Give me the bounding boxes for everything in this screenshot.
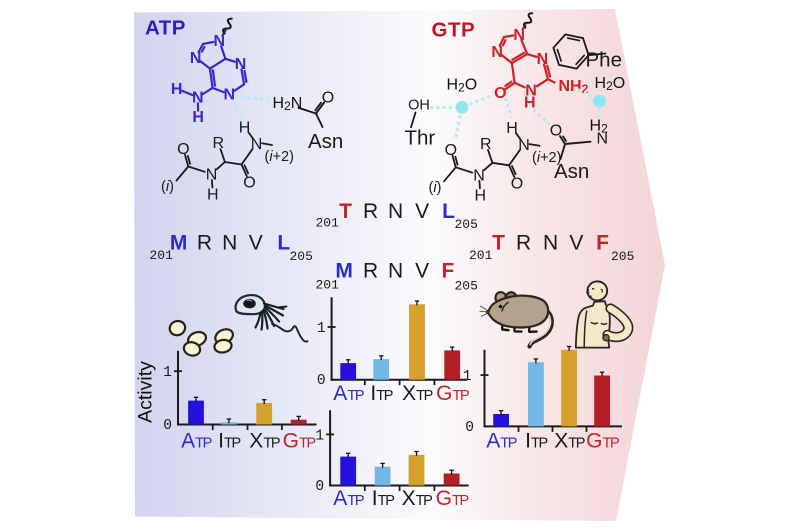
svg-text:201: 201 <box>316 277 340 292</box>
svg-text:205: 205 <box>611 249 634 264</box>
svg-text:N: N <box>214 33 226 50</box>
svg-text:ITP: ITP <box>372 487 394 510</box>
svg-text:O: O <box>177 141 189 158</box>
svg-text:ATP: ATP <box>333 382 364 405</box>
svg-text:GTP: GTP <box>432 19 476 42</box>
svg-text:T: T <box>339 200 352 223</box>
svg-text:N: N <box>251 136 263 153</box>
svg-text:V: V <box>569 232 583 255</box>
svg-text:T: T <box>492 232 505 255</box>
svg-text:XTP: XTP <box>554 430 585 453</box>
svg-text:H: H <box>207 187 219 204</box>
svg-text:R: R <box>480 136 492 153</box>
svg-text:(i+2): (i+2) <box>532 150 561 166</box>
svg-text:N: N <box>388 259 403 282</box>
svg-text:N: N <box>222 232 237 255</box>
svg-text:Asn: Asn <box>308 130 343 153</box>
svg-text:H: H <box>192 109 204 126</box>
svg-text:M: M <box>335 259 353 282</box>
svg-text:ATP: ATP <box>145 17 186 40</box>
svg-text:1: 1 <box>315 428 324 444</box>
svg-text:201: 201 <box>469 248 493 263</box>
svg-text:N: N <box>513 27 525 44</box>
svg-text:ITP: ITP <box>218 430 240 453</box>
svg-text:1: 1 <box>463 369 472 385</box>
svg-text:XTP: XTP <box>402 382 433 405</box>
svg-text:ITP: ITP <box>370 382 392 405</box>
svg-text:201: 201 <box>316 216 340 231</box>
svg-text:N: N <box>543 232 558 255</box>
svg-text:NH2: NH2 <box>559 78 589 96</box>
svg-text:OH: OH <box>408 97 430 113</box>
svg-text:H2: H2 <box>590 118 609 136</box>
svg-text:M: M <box>170 232 188 255</box>
svg-text:V: V <box>249 232 263 255</box>
svg-text:H: H <box>524 95 536 112</box>
svg-text:(i+2): (i+2) <box>265 149 294 165</box>
svg-text:L: L <box>442 200 455 223</box>
svg-text:(i): (i) <box>429 180 442 196</box>
svg-text:Phe: Phe <box>586 49 622 72</box>
svg-text:H: H <box>506 120 518 137</box>
svg-text:(i): (i) <box>161 179 174 195</box>
svg-text:N: N <box>597 131 609 148</box>
svg-text:O: O <box>494 85 506 102</box>
svg-text:XTP: XTP <box>402 487 433 510</box>
svg-text:N: N <box>518 137 530 154</box>
svg-text:0: 0 <box>465 420 474 436</box>
svg-text:201: 201 <box>150 248 174 263</box>
svg-text:ATP: ATP <box>333 487 364 510</box>
svg-text:N: N <box>206 167 218 184</box>
svg-text:N: N <box>388 200 403 223</box>
svg-text:O: O <box>322 89 334 106</box>
svg-text:F: F <box>596 232 609 255</box>
svg-text:0: 0 <box>317 373 326 389</box>
svg-text:H: H <box>171 81 183 98</box>
svg-text:H2O: H2O <box>447 77 478 95</box>
svg-text:F: F <box>441 259 454 282</box>
svg-text:ITP: ITP <box>525 430 547 453</box>
svg-text:O: O <box>445 142 457 159</box>
svg-text:N: N <box>224 87 236 104</box>
svg-text:L: L <box>277 232 290 255</box>
svg-text:N: N <box>192 90 204 107</box>
svg-text:N: N <box>473 167 485 184</box>
svg-text:N: N <box>190 50 202 67</box>
svg-text:0: 0 <box>315 479 324 495</box>
svg-text:0: 0 <box>163 418 172 434</box>
svg-text:ATP: ATP <box>486 430 517 453</box>
svg-text:O: O <box>243 175 255 192</box>
svg-text:Asn: Asn <box>554 160 589 183</box>
svg-text:H: H <box>239 119 251 136</box>
svg-text:N: N <box>235 56 247 73</box>
svg-text:V: V <box>415 200 429 223</box>
svg-text:XTP: XTP <box>249 430 280 453</box>
svg-text:O: O <box>550 122 562 139</box>
svg-text:N: N <box>525 83 537 100</box>
svg-text:O: O <box>511 175 523 192</box>
svg-text:R: R <box>363 200 378 223</box>
svg-text:1: 1 <box>317 321 326 337</box>
svg-text:205: 205 <box>455 217 478 232</box>
svg-text:H2O: H2O <box>595 75 626 93</box>
svg-text:R: R <box>516 232 531 255</box>
svg-text:H: H <box>475 187 487 204</box>
svg-text:N: N <box>491 44 503 61</box>
svg-text:ATP: ATP <box>181 430 212 453</box>
svg-text:GTP: GTP <box>436 382 469 405</box>
svg-text:V: V <box>415 259 429 282</box>
svg-text:R: R <box>213 135 225 152</box>
svg-text:R: R <box>197 232 212 255</box>
svg-text:GTP: GTP <box>436 487 469 510</box>
svg-text:205: 205 <box>455 279 478 294</box>
svg-text:H2N: H2N <box>273 95 303 113</box>
svg-text:GTP: GTP <box>283 430 316 453</box>
svg-text:Thr: Thr <box>405 126 436 149</box>
svg-text:R: R <box>363 259 378 282</box>
svg-text:Activity: Activity <box>135 361 157 423</box>
svg-text:N: N <box>537 51 549 68</box>
svg-text:GTP: GTP <box>586 430 619 453</box>
svg-text:205: 205 <box>290 249 313 264</box>
svg-text:1: 1 <box>163 365 172 381</box>
